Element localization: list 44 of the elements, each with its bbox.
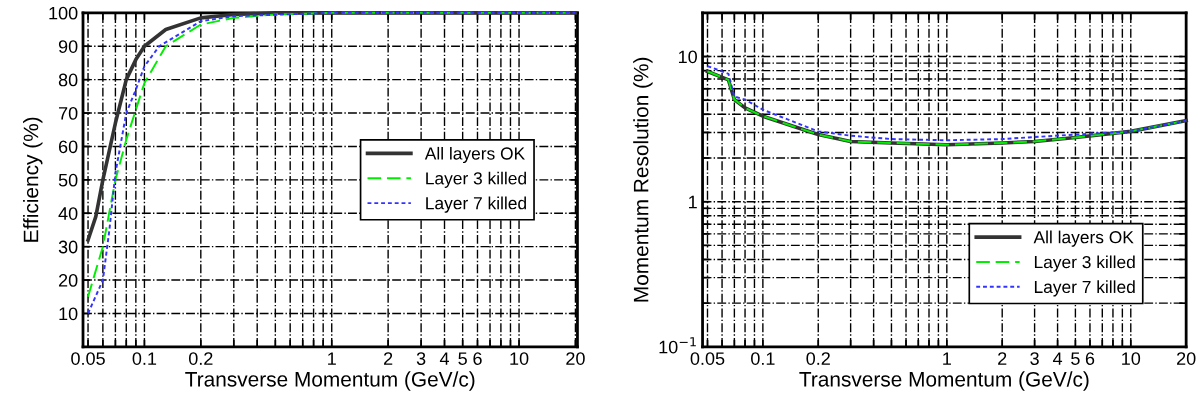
legend-label: Layer 3 killed [426, 171, 526, 188]
x-tick-label: 0.2 [806, 352, 830, 365]
y-tick-label: 1 [689, 195, 697, 209]
x-tick-label: 0.2 [188, 352, 213, 365]
x-tick-label: 0.05 [690, 352, 725, 365]
x-tick-label: 3 [1030, 352, 1039, 365]
y-tick-label: 20 [58, 273, 78, 287]
x-tick-label: 5 [1071, 352, 1080, 365]
x-tick-label: 10 [1122, 352, 1141, 365]
x-tick-label: 0.05 [71, 352, 105, 365]
legend-label: All layers OK [1033, 230, 1134, 247]
x-tick-label: 2 [384, 352, 393, 365]
x-axis-title: Transverse Momentum (GeV/c) [799, 371, 1089, 391]
x-tick-label: 3 [416, 352, 426, 365]
x-tick-label: 4 [1052, 352, 1063, 365]
x-axis-title: Transverse Momentum (GeV/c) [185, 371, 475, 391]
y-tick-label: 10 [59, 307, 78, 321]
y-tick-label: 50 [58, 173, 78, 187]
y-axis-title: Efficiency (%) [23, 117, 43, 242]
y-axis-title: Momentum Resolution (%) [633, 57, 653, 302]
legend-label: All layers OK [424, 146, 525, 164]
y-tick-label: 60 [58, 140, 78, 154]
x-tick-label: 2 [998, 352, 1007, 365]
x-tick-label: 5 [458, 352, 467, 365]
legend-label: Layer 3 killed [1034, 255, 1135, 272]
y-tick-label: 100 [49, 6, 78, 20]
y-tick-label: 40 [58, 207, 78, 220]
y-tick-label: 10 [678, 50, 697, 64]
x-tick-label: 1 [328, 352, 336, 365]
x-tick-label: 0.1 [132, 352, 157, 365]
x-tick-label: 20 [1177, 352, 1196, 365]
y-tick-label: 90 [58, 40, 78, 53]
y-tick-label: 80 [58, 73, 78, 87]
x-tick-label: 0.1 [751, 352, 775, 365]
x-tick-label: 6 [473, 352, 482, 365]
x-tick-label: 10 [510, 352, 529, 365]
y-tick-label: 70 [58, 106, 78, 120]
x-tick-label: 20 [566, 352, 585, 365]
x-tick-label: 6 [1085, 352, 1095, 365]
x-tick-label: 4 [439, 352, 449, 365]
y-tick-label: 30 [58, 240, 78, 254]
legend-label: Layer 7 killed [426, 196, 526, 213]
legend-label: Layer 7 killed [1034, 280, 1135, 297]
x-tick-label: 1 [943, 352, 951, 365]
